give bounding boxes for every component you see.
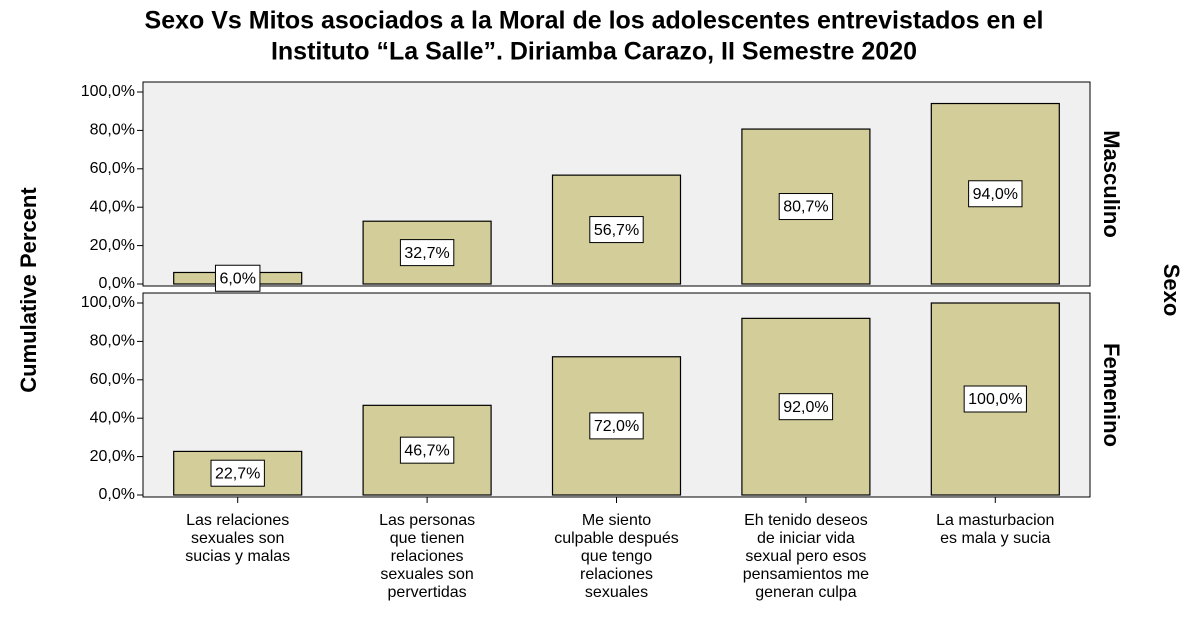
- facet-name: Femenino: [1099, 343, 1124, 447]
- value-label: 94,0%: [973, 186, 1018, 203]
- x-tick-label: pensamientos me: [743, 566, 869, 583]
- y-tick-label: 40,0%: [90, 198, 135, 215]
- value-label-box: [778, 393, 834, 421]
- y-axis-label: Cumulative Percent: [16, 187, 41, 393]
- x-tick-label: sexuales: [585, 584, 648, 601]
- x-tick-label: relaciones: [391, 548, 464, 565]
- value-label-box: [968, 180, 1023, 208]
- value-label: 80,7%: [783, 199, 828, 216]
- y-tick-label: 20,0%: [90, 448, 135, 465]
- value-label-box: [399, 239, 455, 267]
- x-tick-label: La masturbacion: [936, 512, 1054, 529]
- value-label-box: [589, 412, 644, 440]
- value-label: 100,0%: [968, 391, 1022, 408]
- y-tick-label: 80,0%: [90, 122, 135, 139]
- x-tick-label: sexuales son: [191, 530, 284, 547]
- value-label-box: [214, 264, 261, 292]
- x-tick-label: sexuales son: [380, 566, 473, 583]
- value-label: 72,0%: [594, 418, 639, 435]
- x-tick-label: Eh tenido deseos: [744, 512, 868, 529]
- y-tick-label: 60,0%: [90, 371, 135, 388]
- value-label-box: [778, 193, 834, 221]
- facet-name: Masculino: [1099, 130, 1124, 238]
- x-tick-label: de iniciar vida: [757, 530, 855, 547]
- value-label: 46,7%: [404, 442, 449, 459]
- x-tick-label: Me siento: [582, 512, 651, 529]
- value-label: 32,7%: [404, 245, 449, 262]
- x-tick-label: relaciones: [580, 566, 653, 583]
- y-tick-label: 0,0%: [99, 275, 135, 292]
- value-label-box: [399, 436, 455, 464]
- value-label: 92,0%: [783, 399, 828, 416]
- facet-label: Sexo: [1159, 264, 1184, 317]
- y-tick-label: 100,0%: [81, 294, 135, 311]
- y-tick-label: 80,0%: [90, 333, 135, 350]
- y-tick-label: 40,0%: [90, 409, 135, 426]
- x-tick-label: Las relaciones: [186, 512, 289, 529]
- y-tick-label: 0,0%: [99, 486, 135, 503]
- x-tick-label: generan culpa: [755, 584, 857, 601]
- value-label-box: [589, 216, 644, 244]
- value-label: 6,0%: [219, 270, 255, 287]
- x-tick-label: que tienen: [390, 530, 465, 547]
- x-tick-label: es mala y sucia: [940, 530, 1050, 547]
- chart-title: Instituto “La Salle”. Diriamba Carazo, I…: [271, 38, 917, 66]
- value-label: 56,7%: [594, 222, 639, 239]
- y-tick-label: 100,0%: [81, 83, 135, 100]
- value-label: 22,7%: [215, 465, 260, 482]
- x-tick-label: pervertidas: [388, 584, 467, 601]
- y-tick-label: 60,0%: [90, 160, 135, 177]
- value-label-box: [210, 459, 265, 487]
- x-tick-label: culpable después: [554, 530, 679, 547]
- x-tick-label: sucias y malas: [185, 548, 290, 565]
- value-label-box: [963, 385, 1027, 413]
- x-tick-label: Las personas: [379, 512, 475, 529]
- x-tick-label: que tengo: [581, 548, 652, 565]
- x-tick-label: sexual pero esos: [745, 548, 866, 565]
- chart-title: Sexo Vs Mitos asociados a la Moral de lo…: [145, 7, 1044, 35]
- y-tick-label: 20,0%: [90, 237, 135, 254]
